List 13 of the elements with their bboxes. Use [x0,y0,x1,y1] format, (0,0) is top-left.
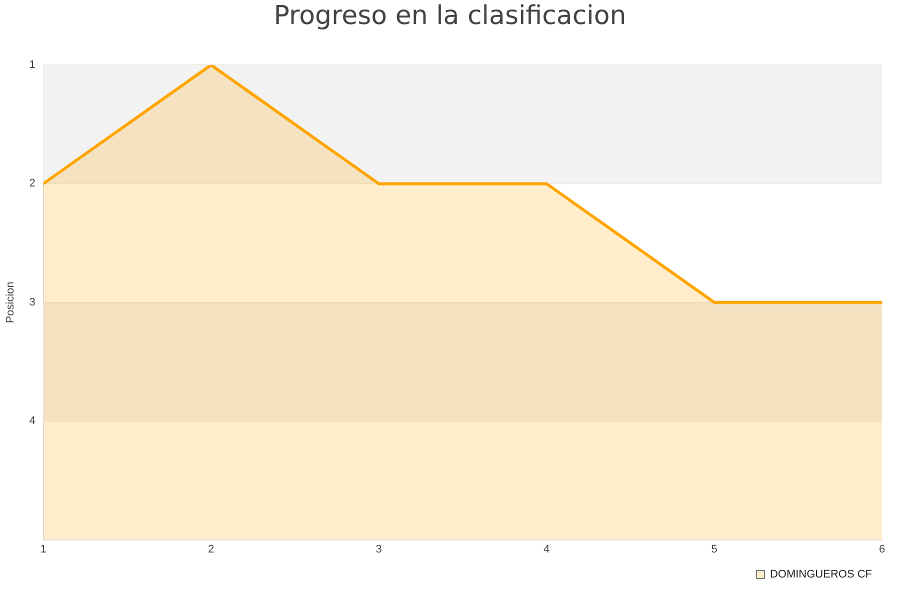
y-tick-label: 1 [29,59,36,72]
x-tick-label: 6 [878,543,886,556]
y-tick-label: 2 [29,178,36,190]
x-tick-label: 5 [711,543,718,556]
y-tick-label: 3 [29,296,36,308]
legend-label: DOMINGUEROS CF [770,568,872,581]
x-tick-label: 3 [376,543,382,556]
y-tick-label: 4 [29,415,36,428]
x-tick-label: 4 [543,543,550,556]
chart-title: Progreso en la clasificacion [272,0,628,33]
x-tick-label: 1 [40,543,46,556]
y-axis-title: Posicion [4,282,17,324]
x-tick-label: 2 [208,543,214,556]
